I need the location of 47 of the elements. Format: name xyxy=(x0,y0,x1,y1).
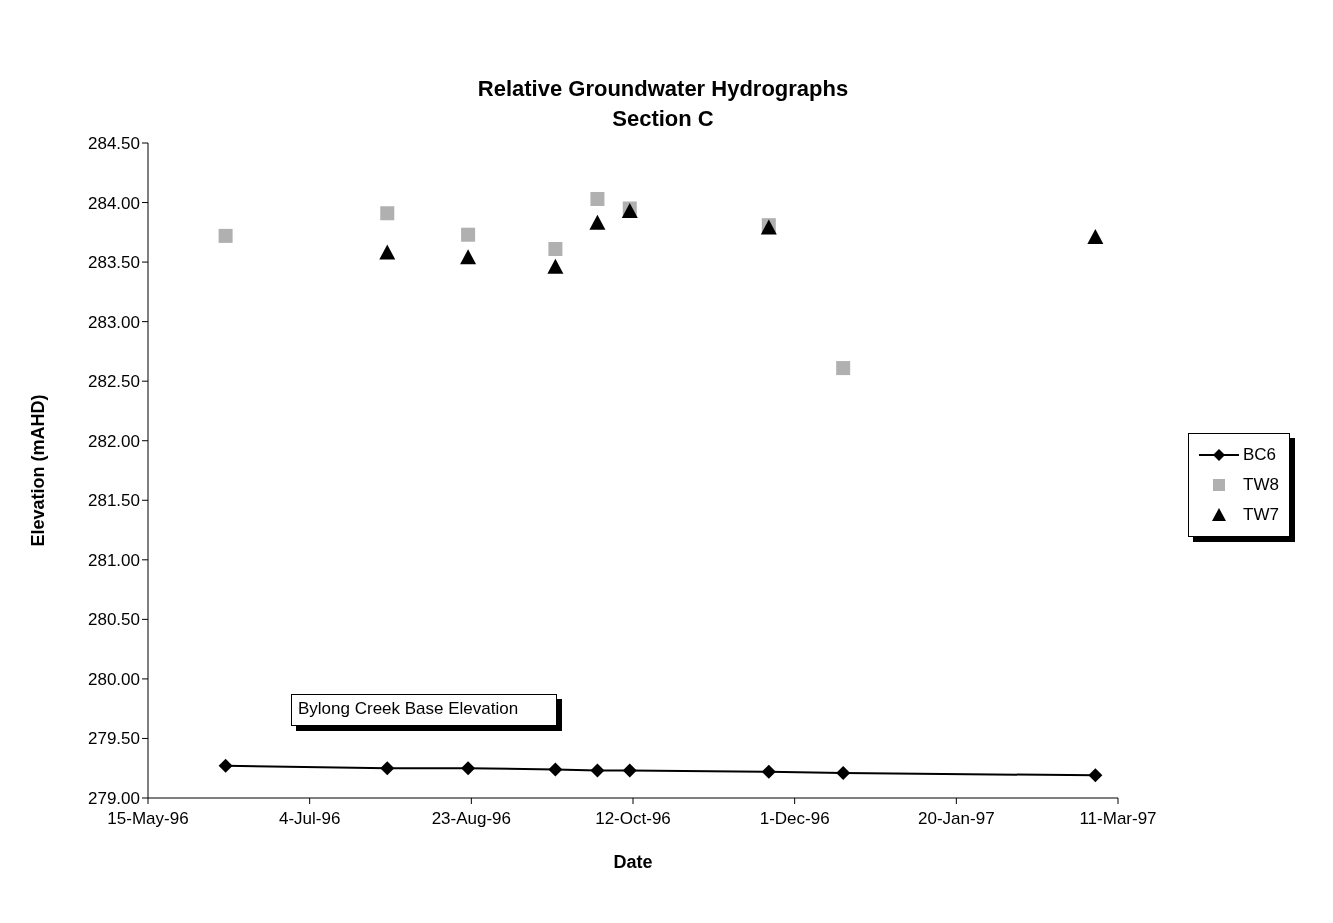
x-tick-label: 15-May-96 xyxy=(107,809,189,829)
point xyxy=(622,763,637,778)
y-tick-label: 282.00 xyxy=(88,431,140,451)
y-axis-title: Elevation (mAHD) xyxy=(28,394,49,547)
y-tick-label: 279.50 xyxy=(88,729,140,749)
chart-subtitle: Section C xyxy=(611,105,715,133)
x-tick-label: 11-Mar-97 xyxy=(1079,809,1157,829)
legend-label: TW7 xyxy=(1243,505,1279,525)
y-tick-label: 283.00 xyxy=(88,312,140,332)
x-tick-label: 1-Dec-96 xyxy=(759,809,830,829)
legend-label: TW8 xyxy=(1243,475,1279,495)
point xyxy=(589,214,606,230)
point xyxy=(380,206,395,221)
x-tick-label: 23-Aug-96 xyxy=(431,809,512,829)
point xyxy=(379,244,396,260)
point xyxy=(461,227,476,242)
x-tick-label: 20-Jan-97 xyxy=(918,809,995,829)
y-tick-label: 280.00 xyxy=(88,669,140,689)
chart-title: Relative Groundwater Hydrographs xyxy=(476,75,850,103)
point xyxy=(547,258,564,274)
point xyxy=(218,228,233,243)
y-tick-label: 284.00 xyxy=(88,193,140,213)
point xyxy=(461,761,476,776)
x-tick-label: 12-Oct-96 xyxy=(595,809,671,829)
annotation: Bylong Creek Base Elevation xyxy=(291,694,558,726)
legend-label: BC6 xyxy=(1243,445,1277,465)
point xyxy=(380,761,395,776)
point xyxy=(218,758,233,773)
y-tick-label: 283.50 xyxy=(88,253,140,273)
y-tick-label: 281.50 xyxy=(88,491,140,511)
y-tick-label: 279.00 xyxy=(88,789,140,809)
point xyxy=(548,241,563,256)
point xyxy=(761,764,776,779)
y-tick-label: 282.50 xyxy=(88,372,140,392)
point xyxy=(590,763,605,778)
point xyxy=(1087,229,1104,245)
y-tick-label: 284.50 xyxy=(88,134,140,154)
point xyxy=(836,361,851,376)
point xyxy=(1088,768,1103,783)
point xyxy=(836,765,851,780)
x-axis-title: Date xyxy=(613,852,653,872)
y-tick-label: 280.50 xyxy=(88,610,140,630)
x-tick-label: 4-Jul-96 xyxy=(278,809,341,829)
point xyxy=(548,762,563,777)
y-tick-label: 281.00 xyxy=(88,550,140,570)
point xyxy=(460,249,477,265)
point xyxy=(590,191,605,206)
